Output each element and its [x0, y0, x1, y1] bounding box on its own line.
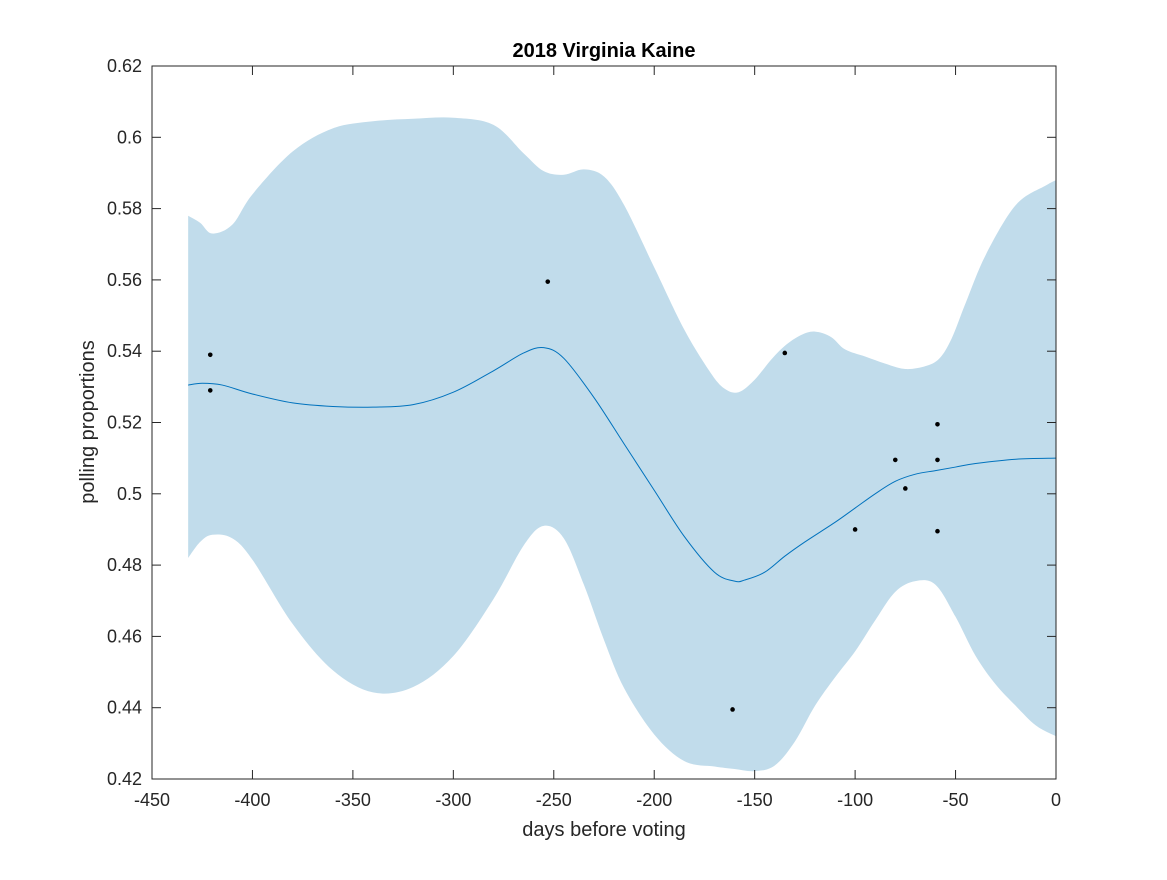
- data-point: [207, 352, 213, 358]
- data-point: [852, 527, 858, 532]
- y-tick-label: 0.48: [107, 555, 142, 575]
- y-axis: 0.42 0.44 0.46 0.48 0.5 0.52 0.54 0.56 0.58 0.6 0.…: [107, 56, 1056, 789]
- data-point: [545, 279, 551, 284]
- data-point: [935, 457, 940, 463]
- x-tick-label: -250: [536, 790, 572, 810]
- x-tick-label: 0: [1051, 790, 1061, 810]
- y-tick-label: 0.42: [107, 769, 142, 789]
- x-tick-label: -400: [234, 790, 270, 810]
- y-tick-label: 0.52: [107, 413, 142, 433]
- x-tick-label: -150: [737, 790, 773, 810]
- y-tick-label: 0.54: [107, 341, 142, 361]
- x-axis: -450 -400 -350 -300 -250 -200 -150 -100 -50 0: [134, 66, 1061, 810]
- confidence-band: [188, 117, 1056, 772]
- data-point: [730, 707, 735, 712]
- observation-points: [207, 279, 940, 712]
- data-point: [892, 457, 898, 463]
- y-tick-label: 0.44: [107, 698, 142, 718]
- y-tick-label: 0.46: [107, 626, 142, 646]
- data-point: [903, 486, 908, 491]
- y-tick-label: 0.56: [107, 270, 142, 290]
- data-point: [207, 388, 213, 393]
- y-axis-title: polling proportions: [77, 340, 99, 503]
- y-tick-label: 0.62: [107, 56, 142, 76]
- data-point: [782, 350, 788, 356]
- x-tick-label: -300: [435, 790, 471, 810]
- data-point: [935, 421, 940, 427]
- y-tick-label: 0.58: [107, 199, 142, 219]
- x-tick-label: -450: [134, 790, 170, 810]
- x-axis-title: days before voting: [522, 819, 685, 841]
- x-tick-label: -50: [943, 790, 969, 810]
- x-tick-label: -350: [335, 790, 371, 810]
- y-tick-label: 0.5: [117, 484, 142, 504]
- y-tick-label: 0.6: [117, 127, 142, 147]
- x-tick-label: -200: [636, 790, 672, 810]
- mean-line: [188, 346, 1057, 583]
- x-tick-label: -100: [837, 790, 873, 810]
- data-point: [935, 528, 940, 534]
- chart-title: 2018 Virginia Kaine: [512, 40, 695, 62]
